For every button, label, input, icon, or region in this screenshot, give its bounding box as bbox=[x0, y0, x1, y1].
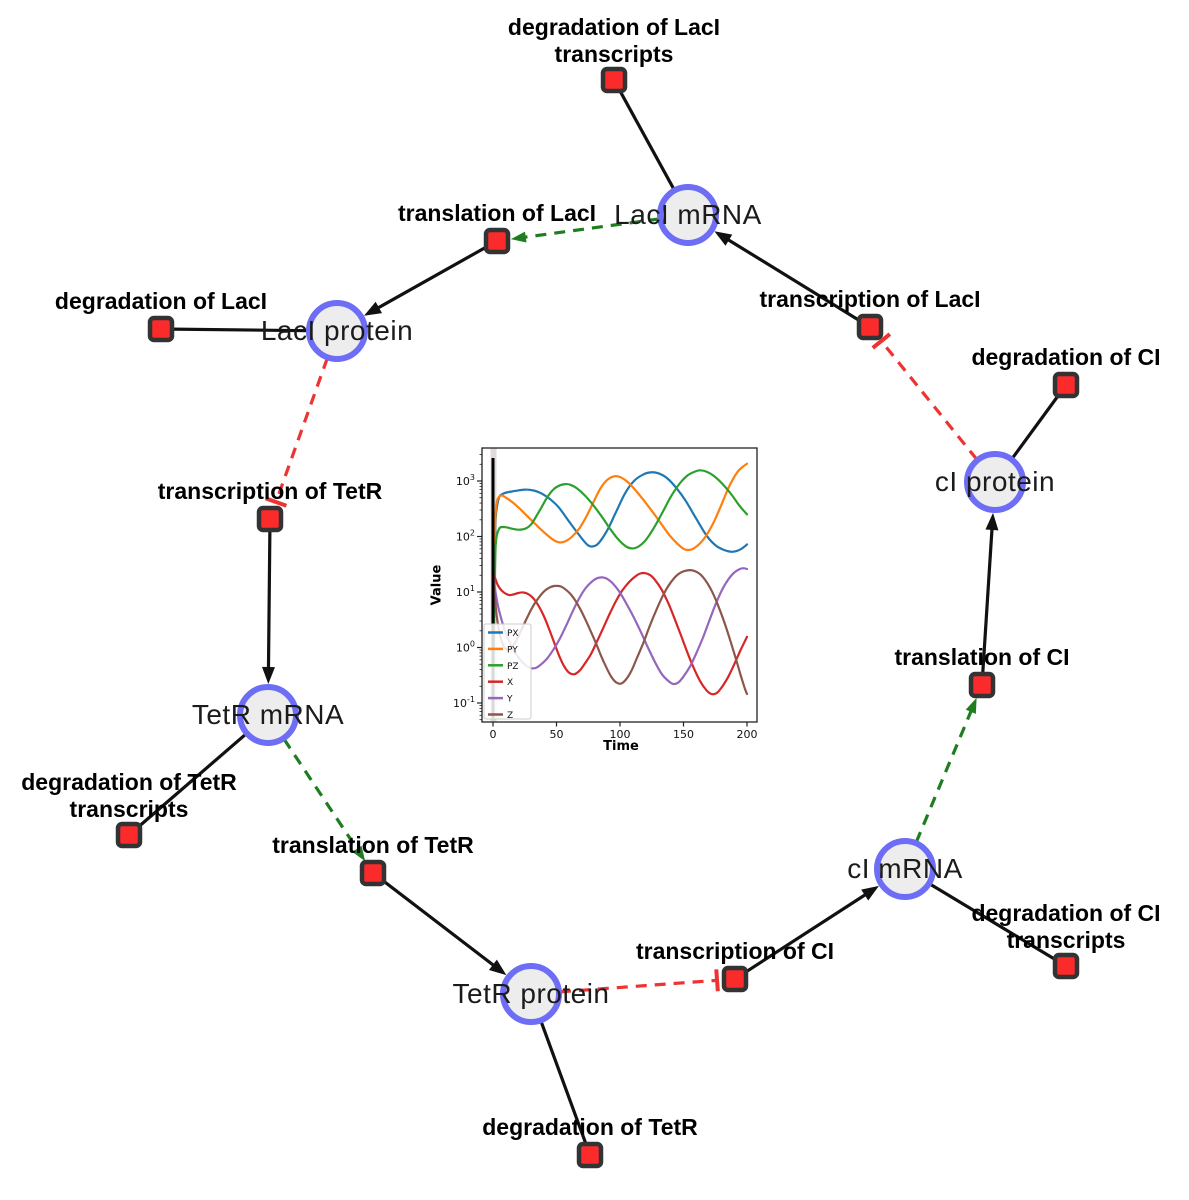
y-tick-label: 10-1 bbox=[453, 695, 475, 710]
series-line-PY bbox=[491, 462, 749, 710]
species-node-tetr-protein[interactable] bbox=[500, 963, 562, 1025]
reaction-label-transcription-tetr: transcription of TetR bbox=[157, 478, 383, 504]
y-tick-label: 100 bbox=[456, 640, 475, 655]
edge-laci-protein-to-transcription-tetr bbox=[265, 357, 329, 508]
arrowhead-icon bbox=[861, 885, 879, 901]
edge-ci-mrna-to-deg-ci-tx bbox=[929, 882, 1067, 968]
x-tick-label: 0 bbox=[490, 728, 497, 741]
edge-tetr-mrna-to-translation-tetr bbox=[282, 738, 366, 862]
species-node-ci-mrna[interactable] bbox=[874, 838, 936, 900]
arrowhead-icon bbox=[364, 301, 383, 316]
species-label-tetr-protein: TetR protein bbox=[452, 978, 610, 1009]
series-line-PZ bbox=[491, 469, 749, 710]
reaction-label-deg-tetr: degradation of TetR bbox=[482, 1114, 698, 1140]
edge-transcription-ci-to-ci-mrna bbox=[735, 885, 879, 980]
species-label-ci-protein: cI protein bbox=[934, 466, 1056, 497]
edge-transcription-laci-to-laci-mrna bbox=[714, 231, 870, 328]
reaction-label-deg-tetr-tx: degradation of TetR transcripts bbox=[21, 769, 237, 822]
reaction-label-transcription-ci: transcription of CI bbox=[635, 938, 835, 964]
x-tick-label: 100 bbox=[610, 728, 631, 741]
reaction-label-translation-laci: translation of LacI bbox=[397, 200, 597, 226]
edge-laci-mrna-to-translation-laci bbox=[510, 217, 660, 243]
species-node-laci-mrna[interactable] bbox=[657, 184, 719, 246]
timeseries-inset: 0 50 100 150 200 10-1 100 101 102 103 PX PY PZ X Y Z bbox=[420, 425, 780, 765]
edge-tetr-protein-to-transcription-ci bbox=[559, 969, 720, 994]
reaction-node-deg-ci-tx[interactable] bbox=[1052, 952, 1080, 980]
series-line-X bbox=[491, 571, 749, 696]
arrowhead-icon bbox=[985, 512, 999, 531]
edge-transcription-tetr-to-tetr-mrna bbox=[261, 520, 275, 685]
legend-label-PZ: PZ bbox=[507, 662, 519, 672]
y-tick-label: 103 bbox=[456, 473, 475, 488]
arrowhead-icon bbox=[510, 231, 527, 243]
y-tick-label: 101 bbox=[456, 584, 475, 599]
legend-label-Z: Z bbox=[507, 711, 513, 721]
y-tick-label: 102 bbox=[456, 529, 475, 544]
reaction-node-deg-laci-tx[interactable] bbox=[600, 66, 628, 94]
inhibition-tee-icon bbox=[265, 496, 288, 508]
species-label-ci-mrna: cI mRNA bbox=[847, 853, 963, 884]
reaction-node-deg-tetr[interactable] bbox=[576, 1141, 604, 1169]
legend-label-Y: Y bbox=[506, 695, 513, 705]
species-node-tetr-mrna[interactable] bbox=[237, 684, 299, 746]
edge-tetr-mrna-to-deg-tetr-tx bbox=[127, 732, 248, 837]
edge-ci-mrna-to-translation-ci bbox=[914, 697, 977, 843]
reaction-label-translation-ci: translation of CI bbox=[894, 644, 1070, 670]
timeseries-chart: 0 50 100 150 200 10-1 100 101 102 103 PX PY PZ XYZ bbox=[453, 447, 758, 741]
reaction-label-translation-tetr: translation of TetR bbox=[272, 832, 474, 858]
species-node-ci-protein[interactable] bbox=[964, 451, 1026, 513]
legend-label-X: X bbox=[507, 678, 513, 688]
legend-label-PX: PX bbox=[507, 629, 519, 639]
reaction-node-translation-ci[interactable] bbox=[968, 671, 996, 699]
edge-translation-tetr-to-tetr-protein bbox=[373, 872, 507, 976]
reaction-label-deg-laci: degradation of LacI bbox=[54, 288, 268, 314]
arrowhead-icon bbox=[714, 231, 733, 246]
reaction-node-translation-laci[interactable] bbox=[483, 227, 511, 255]
arrowhead-icon bbox=[488, 959, 507, 976]
reaction-node-transcription-ci[interactable] bbox=[721, 965, 749, 993]
arrowhead-icon bbox=[261, 666, 275, 685]
x-tick-label: 200 bbox=[737, 728, 758, 741]
edge-laci-mrna-to-deg-laci-tx bbox=[612, 79, 676, 191]
chart-legend: PX PY PZ XYZ bbox=[483, 623, 532, 721]
reaction-label-deg-ci: degradation of CI bbox=[971, 344, 1161, 370]
edge-tetr-protein-to-deg-tetr bbox=[539, 1020, 592, 1156]
reaction-label-deg-ci-tx: degradation of CI transcripts bbox=[971, 900, 1161, 953]
reaction-node-transcription-tetr[interactable] bbox=[256, 505, 284, 533]
chart-x-axis-label: Time bbox=[603, 739, 639, 754]
edge-ci-protein-to-transcription-laci bbox=[871, 332, 979, 461]
reaction-node-deg-tetr-tx[interactable] bbox=[115, 821, 143, 849]
species-label-laci-mrna: LacI mRNA bbox=[614, 199, 762, 230]
arrowhead-icon bbox=[965, 697, 977, 714]
edge-translation-laci-to-laci-protein bbox=[364, 240, 497, 316]
reaction-node-deg-ci[interactable] bbox=[1052, 371, 1080, 399]
chart-y-axis-label: Value bbox=[429, 564, 445, 606]
species-node-laci-protein[interactable] bbox=[306, 300, 368, 362]
edge-laci-protein-to-deg-laci bbox=[160, 327, 309, 333]
legend-label-PY: PY bbox=[507, 645, 518, 655]
arrowhead-icon bbox=[352, 845, 366, 862]
reaction-node-translation-tetr[interactable] bbox=[359, 859, 387, 887]
reaction-label-deg-laci-tx: degradation of LacI transcripts bbox=[507, 14, 721, 67]
edge-translation-ci-to-ci-protein bbox=[980, 512, 999, 684]
x-tick-label: 150 bbox=[673, 728, 694, 741]
species-label-laci-protein: LacI protein bbox=[260, 315, 414, 346]
reaction-node-deg-laci[interactable] bbox=[147, 315, 175, 343]
reaction-label-transcription-laci: transcription of LacI bbox=[759, 286, 981, 312]
reaction-node-transcription-laci[interactable] bbox=[856, 313, 884, 341]
species-label-tetr-mrna: TetR mRNA bbox=[191, 699, 345, 730]
x-tick-label: 50 bbox=[550, 728, 564, 741]
